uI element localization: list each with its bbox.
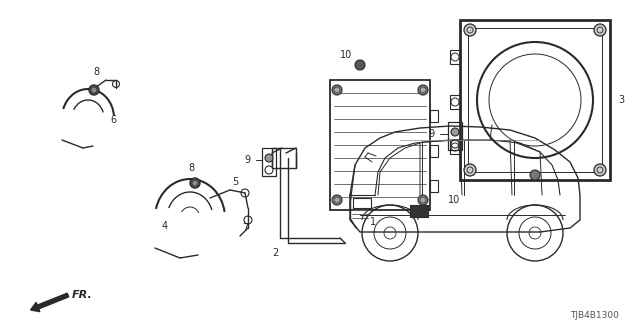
Text: 7: 7 bbox=[242, 223, 248, 233]
Bar bbox=[450, 50, 460, 64]
Text: 3: 3 bbox=[618, 95, 624, 105]
Text: 2: 2 bbox=[272, 248, 278, 258]
Text: 4: 4 bbox=[162, 221, 168, 231]
Circle shape bbox=[464, 164, 476, 176]
Text: 8: 8 bbox=[188, 163, 194, 173]
Bar bbox=[430, 145, 438, 157]
Text: 6: 6 bbox=[110, 115, 116, 125]
Circle shape bbox=[190, 178, 200, 188]
Circle shape bbox=[530, 170, 540, 180]
Bar bbox=[468, 28, 602, 172]
Circle shape bbox=[594, 164, 606, 176]
Circle shape bbox=[451, 128, 459, 136]
Circle shape bbox=[91, 87, 97, 93]
Bar bbox=[430, 110, 438, 122]
Text: 9: 9 bbox=[428, 129, 434, 139]
Circle shape bbox=[265, 154, 273, 162]
Circle shape bbox=[418, 85, 428, 95]
Circle shape bbox=[334, 197, 340, 203]
Text: 10: 10 bbox=[340, 50, 352, 60]
Text: 9: 9 bbox=[244, 155, 250, 165]
Text: 10: 10 bbox=[448, 195, 460, 205]
Bar bbox=[272, 148, 296, 168]
Circle shape bbox=[332, 85, 342, 95]
Text: 1: 1 bbox=[370, 217, 376, 227]
Circle shape bbox=[464, 24, 476, 36]
Circle shape bbox=[334, 87, 340, 93]
Circle shape bbox=[89, 85, 99, 95]
Circle shape bbox=[418, 195, 428, 205]
Circle shape bbox=[420, 197, 426, 203]
Bar bbox=[430, 180, 438, 192]
Bar bbox=[450, 95, 460, 109]
Bar bbox=[460, 20, 610, 180]
Text: 5: 5 bbox=[232, 177, 238, 187]
Circle shape bbox=[594, 24, 606, 36]
Bar bbox=[450, 140, 460, 154]
Text: TJB4B1300: TJB4B1300 bbox=[570, 310, 619, 319]
Text: 8: 8 bbox=[93, 67, 99, 77]
Bar bbox=[262, 148, 276, 176]
Text: FR.: FR. bbox=[72, 290, 93, 300]
Circle shape bbox=[332, 195, 342, 205]
Circle shape bbox=[192, 180, 198, 186]
Circle shape bbox=[420, 87, 426, 93]
Bar bbox=[330, 80, 430, 210]
FancyArrow shape bbox=[31, 293, 68, 312]
Bar bbox=[448, 122, 462, 150]
Bar bbox=[410, 205, 428, 217]
Bar bbox=[353, 198, 371, 208]
Circle shape bbox=[355, 60, 365, 70]
